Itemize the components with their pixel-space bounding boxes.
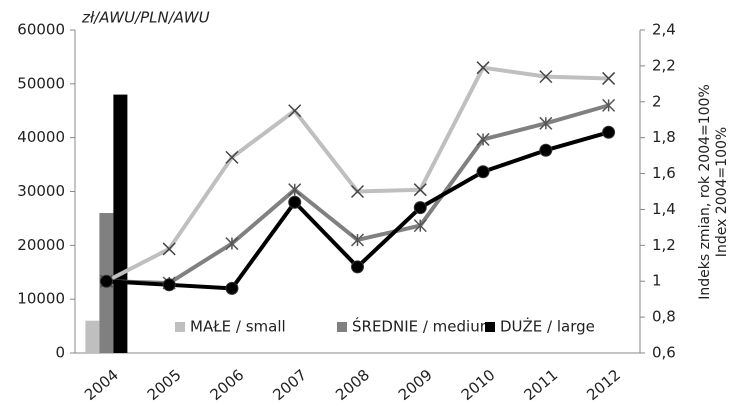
bar — [113, 94, 128, 353]
marker — [288, 104, 302, 118]
y2-tick-label: 1,2 — [652, 236, 676, 254]
y2-tick-label: 1 — [652, 272, 662, 290]
marker — [162, 278, 176, 292]
marker — [602, 98, 616, 112]
line — [105, 65, 609, 284]
y2-tick-label: 0,6 — [652, 344, 676, 362]
x-tick-label: 2004 — [81, 366, 122, 404]
y2-tick-label: 2,2 — [652, 56, 676, 74]
legend-label: DUŻE / large — [500, 317, 595, 336]
marker — [225, 237, 239, 251]
x-tick-label: 2008 — [332, 366, 373, 404]
marker — [351, 260, 364, 274]
x-tick-label: 2006 — [207, 366, 248, 404]
y2-tick-label: 1,8 — [652, 128, 676, 146]
marker — [99, 274, 113, 288]
y2-tick-label: 2 — [652, 92, 662, 110]
marker — [539, 143, 553, 157]
legend-swatch — [175, 322, 185, 332]
legend-swatch — [337, 322, 347, 332]
legend-label: ŚREDNIE / medium — [352, 317, 494, 336]
x-tick-label: 2009 — [395, 366, 436, 404]
marker — [602, 71, 616, 85]
x-tick-label: 2007 — [269, 366, 310, 404]
y2-axis-title: Index 2004=100% — [714, 127, 730, 257]
y2-tick-label: 0,8 — [652, 308, 676, 326]
marker — [476, 61, 490, 75]
marker — [288, 195, 302, 209]
y-tick-label: 10000 — [17, 290, 65, 308]
legend-label: MAŁE / small — [190, 318, 286, 336]
marker — [350, 233, 365, 247]
y-axis-title: zł/AWU/PLN/AWU — [81, 9, 210, 27]
y-tick-label: 40000 — [17, 128, 65, 146]
x-tick-label: 2012 — [583, 366, 624, 404]
marker — [539, 116, 553, 130]
y-tick-label: 60000 — [17, 21, 65, 39]
marker — [162, 242, 176, 256]
y2-tick-label: 2,4 — [652, 21, 676, 39]
marker — [413, 219, 427, 233]
y-tick-label: 50000 — [17, 74, 65, 92]
y-tick-label: 20000 — [17, 236, 65, 254]
x-tick-label: 2010 — [458, 366, 499, 404]
marker — [225, 281, 239, 295]
marker — [476, 165, 490, 179]
line — [106, 103, 610, 286]
legend-swatch — [485, 322, 495, 332]
marker — [225, 150, 239, 164]
y2-axis-title: Indeks zmian, rok 2004=100% — [697, 84, 713, 300]
y2-tick-label: 1,4 — [652, 200, 676, 218]
y2-tick-label: 1,6 — [652, 164, 676, 182]
marker — [602, 125, 616, 139]
marker — [413, 201, 427, 215]
marker — [413, 183, 427, 197]
x-tick-label: 2011 — [520, 366, 561, 404]
marker — [350, 184, 365, 199]
y-tick-label: 30000 — [17, 182, 65, 200]
x-tick-label: 2005 — [144, 366, 185, 404]
marker — [288, 183, 302, 197]
marker — [476, 132, 490, 146]
marker — [539, 70, 553, 84]
y-tick-label: 0 — [55, 344, 65, 362]
bar — [85, 320, 100, 353]
